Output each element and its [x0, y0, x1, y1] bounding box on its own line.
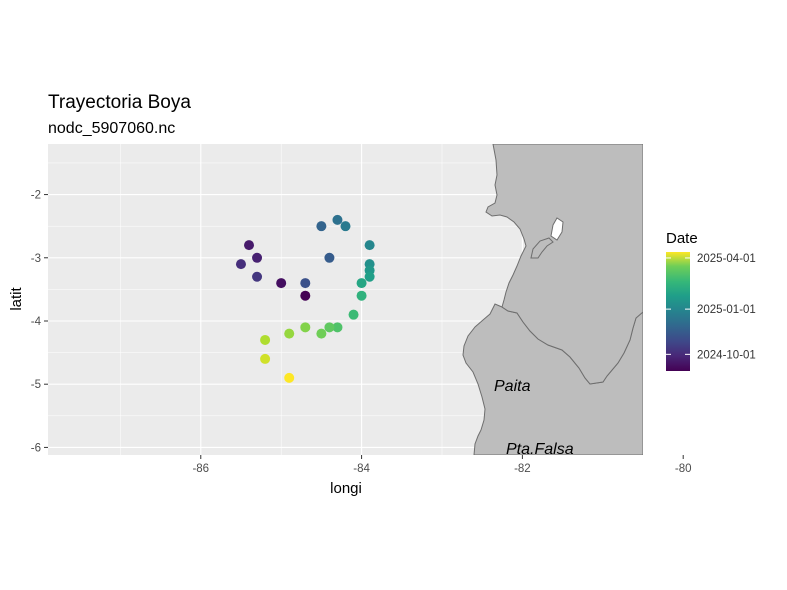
data-point [364, 271, 375, 282]
legend-ticks: 2025-04-01 2025-01-01 2024-10-01 [666, 253, 756, 361]
annotation-paita: Paita [494, 378, 531, 395]
data-point [348, 309, 359, 320]
y-axis-ticks: -2 -3 -4 -5 -6 [31, 190, 48, 454]
legend-label: 2025-04-01 [697, 253, 756, 265]
data-point [324, 322, 335, 333]
y-axis-title: latit [8, 286, 25, 310]
land-mass [462, 144, 643, 455]
legend-title: Date [666, 230, 698, 247]
legend: Date 2025-04-01 2025-01-01 2024-10-01 [666, 230, 756, 371]
data-point [332, 214, 343, 225]
data-point [324, 252, 335, 263]
data-point [235, 259, 246, 270]
data-point [340, 221, 351, 232]
x-tick-label: -86 [192, 463, 209, 475]
legend-label: 2024-10-01 [697, 349, 756, 361]
data-point [276, 278, 287, 289]
y-tick-label: -3 [31, 253, 41, 265]
data-point [300, 322, 311, 333]
data-point [356, 278, 367, 289]
y-tick-label: -6 [31, 442, 41, 454]
x-tick-label: -82 [514, 463, 531, 475]
legend-label: 2025-01-01 [697, 304, 756, 316]
legend-colorbar [666, 252, 690, 371]
chart-title: Trayectoria Boya [48, 92, 191, 113]
data-point [284, 372, 295, 383]
x-tick-label: -84 [353, 463, 370, 475]
annotation-pta-falsa: Pta.Falsa [506, 441, 574, 458]
coastline-gulf [485, 144, 643, 385]
data-point [252, 271, 263, 282]
data-point [316, 221, 327, 232]
inlet [550, 217, 564, 241]
data-points [235, 214, 375, 383]
x-tick-label: -80 [675, 463, 692, 475]
x-axis-ticks: -86 -84 -82 -80 [192, 455, 692, 475]
data-point [260, 334, 271, 345]
data-point [244, 240, 255, 251]
data-point [356, 290, 367, 301]
data-point [332, 322, 343, 333]
data-point [252, 252, 263, 263]
y-tick-label: -5 [31, 379, 41, 391]
data-point [284, 328, 295, 339]
island [530, 237, 554, 259]
data-point [316, 328, 327, 339]
chart-subtitle: nodc_5907060.nc [48, 120, 175, 137]
data-point [260, 353, 271, 364]
data-point [300, 290, 311, 301]
data-point [300, 278, 311, 289]
x-axis-title: longi [330, 480, 362, 497]
y-tick-label: -2 [31, 190, 41, 202]
data-point [364, 240, 375, 251]
y-tick-label: -4 [31, 316, 42, 328]
